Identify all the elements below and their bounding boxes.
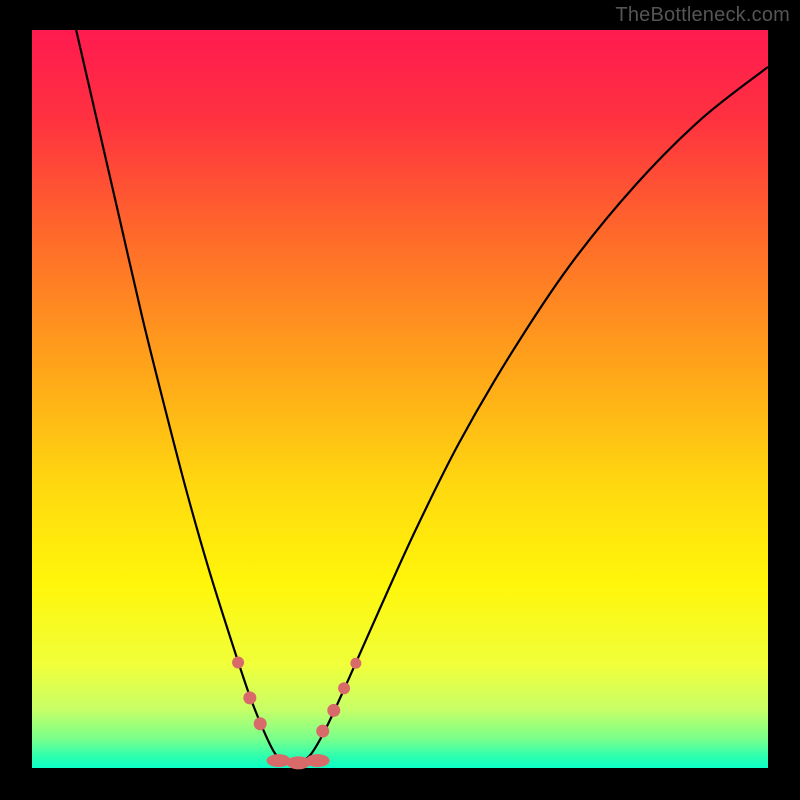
plot-background (32, 30, 768, 768)
data-point-marker (327, 704, 340, 717)
data-point-marker (243, 691, 256, 704)
data-point-marker (316, 725, 329, 738)
data-point-marker (350, 658, 361, 669)
data-point-marker (254, 717, 267, 730)
chart-container: TheBottleneck.com (0, 0, 800, 800)
data-lozenge-marker (267, 754, 291, 767)
watermark-text: TheBottleneck.com (615, 4, 790, 27)
data-lozenge-marker (306, 754, 330, 767)
data-point-marker (232, 656, 244, 668)
bottleneck-chart (0, 0, 800, 800)
data-point-marker (338, 682, 350, 694)
